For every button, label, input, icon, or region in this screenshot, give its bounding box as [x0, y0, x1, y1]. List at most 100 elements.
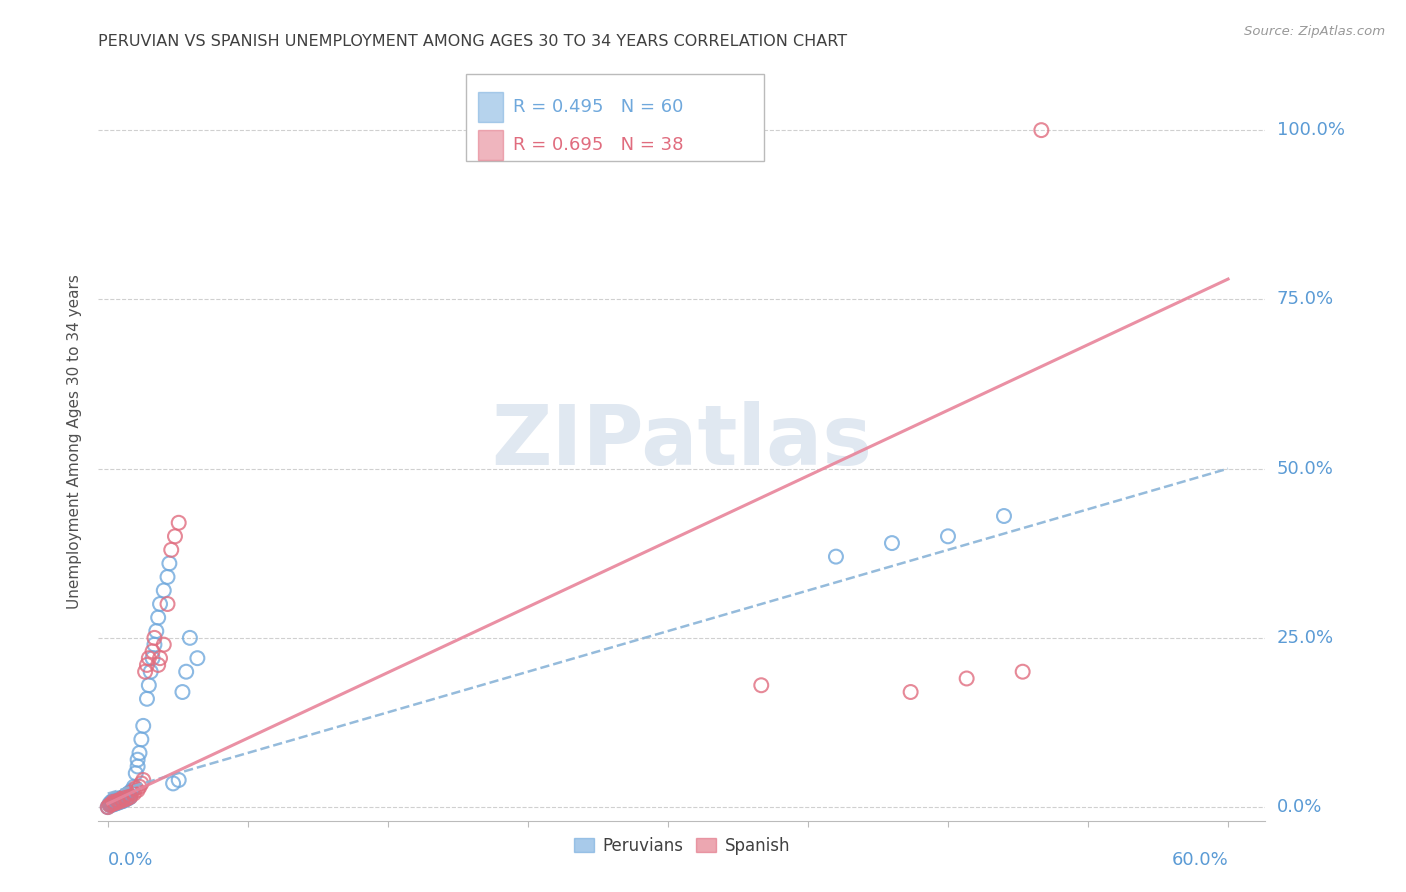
Point — [149, 651, 172, 665]
Point — [104, 794, 127, 808]
Point — [936, 529, 959, 543]
Text: 0.0%: 0.0% — [108, 851, 153, 869]
Point — [146, 610, 169, 624]
Point — [111, 794, 134, 808]
Point — [97, 800, 120, 814]
Point — [117, 788, 139, 802]
Point — [128, 746, 150, 760]
Text: 50.0%: 50.0% — [1277, 459, 1333, 477]
Point — [163, 529, 186, 543]
Text: PERUVIAN VS SPANISH UNEMPLOYMENT AMONG AGES 30 TO 34 YEARS CORRELATION CHART: PERUVIAN VS SPANISH UNEMPLOYMENT AMONG A… — [98, 34, 848, 49]
Point — [152, 638, 174, 652]
Point — [104, 796, 127, 810]
Point — [110, 795, 132, 809]
Point — [100, 797, 122, 811]
Point — [105, 792, 128, 806]
Point — [157, 557, 180, 571]
Text: 25.0%: 25.0% — [1277, 629, 1334, 647]
Point — [900, 685, 922, 699]
FancyBboxPatch shape — [478, 130, 503, 161]
Point — [825, 549, 848, 564]
Point — [128, 780, 150, 794]
Point — [179, 631, 201, 645]
Point — [114, 789, 136, 804]
Point — [152, 583, 174, 598]
Point — [127, 753, 149, 767]
Point — [167, 772, 190, 787]
Point — [115, 788, 138, 802]
Point — [142, 644, 165, 658]
Point — [108, 795, 131, 809]
Text: Source: ZipAtlas.com: Source: ZipAtlas.com — [1244, 25, 1385, 38]
Point — [146, 657, 169, 672]
Point — [160, 542, 183, 557]
Point — [105, 796, 128, 810]
Point — [100, 797, 122, 812]
Point — [131, 776, 153, 790]
Point — [110, 792, 132, 806]
Point — [139, 665, 162, 679]
Text: 100.0%: 100.0% — [1277, 121, 1344, 139]
Point — [122, 780, 145, 794]
Point — [136, 657, 159, 672]
Point — [122, 787, 145, 801]
Point — [149, 597, 172, 611]
Point — [143, 631, 166, 645]
Point — [174, 665, 197, 679]
Point — [138, 678, 160, 692]
Point — [100, 795, 122, 809]
Text: 75.0%: 75.0% — [1277, 291, 1334, 309]
Point — [993, 508, 1015, 523]
Point — [156, 570, 179, 584]
Point — [749, 678, 772, 692]
Point — [104, 792, 127, 806]
Point — [105, 794, 128, 808]
Point — [97, 800, 120, 814]
Point — [108, 793, 131, 807]
Point — [110, 792, 132, 806]
FancyBboxPatch shape — [478, 92, 503, 122]
Point — [125, 781, 148, 796]
Point — [104, 797, 127, 811]
Point — [98, 798, 121, 813]
Point — [167, 516, 190, 530]
Point — [956, 672, 979, 686]
Point — [121, 783, 143, 797]
Point — [114, 789, 136, 804]
Point — [172, 685, 194, 699]
Point — [103, 796, 125, 810]
Point — [120, 789, 142, 804]
Point — [1031, 123, 1053, 137]
Point — [880, 536, 903, 550]
Point — [142, 651, 165, 665]
Point — [117, 787, 139, 801]
Point — [136, 691, 159, 706]
Point — [121, 785, 143, 799]
Point — [103, 797, 125, 811]
Point — [114, 793, 136, 807]
Point — [104, 796, 127, 810]
Point — [100, 798, 122, 813]
Point — [98, 798, 121, 813]
Point — [120, 789, 142, 804]
Point — [111, 793, 134, 807]
Point — [103, 797, 125, 812]
Text: ZIPatlas: ZIPatlas — [492, 401, 872, 482]
Point — [115, 792, 138, 806]
Point — [98, 797, 121, 811]
Point — [132, 772, 155, 787]
Point — [103, 793, 125, 807]
Point — [105, 794, 128, 808]
Point — [156, 597, 179, 611]
FancyBboxPatch shape — [465, 74, 763, 161]
Point — [120, 785, 142, 799]
Point — [127, 783, 149, 797]
Point — [186, 651, 208, 665]
Point — [125, 766, 148, 780]
Text: 0.0%: 0.0% — [1277, 798, 1322, 816]
Point — [108, 796, 131, 810]
Text: R = 0.495   N = 60: R = 0.495 N = 60 — [513, 98, 683, 116]
Point — [103, 795, 125, 809]
Point — [131, 732, 153, 747]
Point — [111, 790, 134, 805]
